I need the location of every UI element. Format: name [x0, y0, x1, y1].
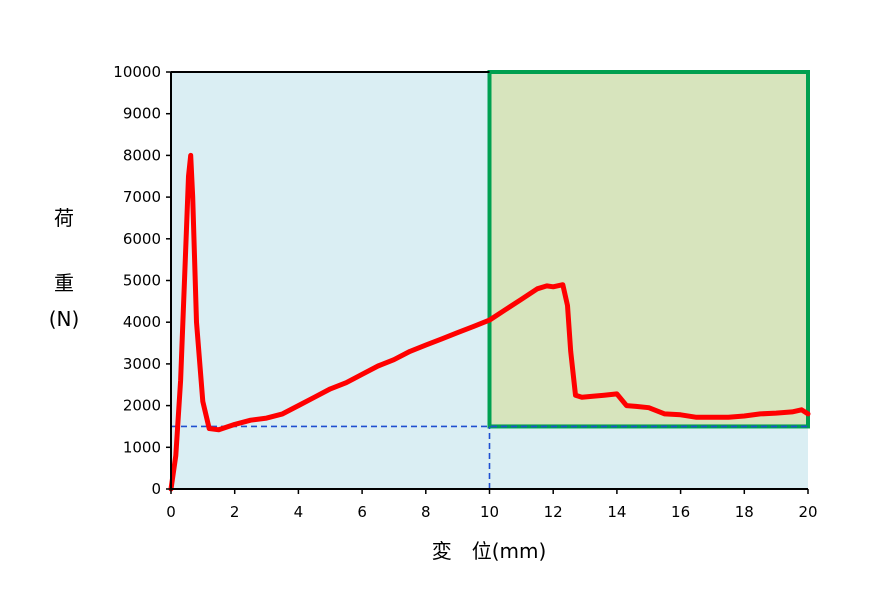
- data-series: [168, 152, 811, 492]
- y-tick-label: 6000: [123, 230, 161, 248]
- y-axis-title: 荷 重 (N): [49, 206, 80, 331]
- background-regions: [171, 70, 810, 489]
- y-tick-label: 8000: [123, 146, 161, 164]
- x-tick-label: 0: [166, 503, 176, 521]
- x-tick-label: 10: [480, 503, 499, 521]
- x-tick-label: 18: [735, 503, 754, 521]
- y-axis-title-line-3: (N): [49, 307, 80, 331]
- reference-lines: [171, 425, 808, 489]
- tick-labels: 0100020003000400050006000700080009000100…: [113, 63, 817, 521]
- y-tick-label: 2000: [123, 397, 161, 415]
- x-tick-label: 20: [798, 503, 817, 521]
- y-tick-label: 4000: [123, 313, 161, 331]
- x-tick-label: 16: [671, 503, 690, 521]
- x-tick-label: 4: [294, 503, 304, 521]
- y-tick-label: 3000: [123, 355, 161, 373]
- y-axis-title-line-1: 荷: [54, 206, 74, 230]
- y-tick-label: 10000: [113, 63, 161, 81]
- series-line-1: [168, 152, 811, 492]
- x-tick-label: 6: [357, 503, 367, 521]
- y-tick-label: 5000: [123, 272, 161, 290]
- y-tick-label: 0: [151, 480, 161, 498]
- x-tick-label: 8: [421, 503, 431, 521]
- y-tick-label: 1000: [123, 438, 161, 456]
- y-axis-title-line-2: 重: [54, 271, 74, 295]
- x-axis-title: 変 位(mm): [432, 539, 547, 563]
- x-tick-label: 14: [607, 503, 626, 521]
- y-tick-label: 9000: [123, 105, 161, 123]
- x-tick-label: 12: [544, 503, 563, 521]
- plot-region-2: [487, 70, 810, 429]
- x-tick-label: 2: [230, 503, 240, 521]
- y-tick-label: 7000: [123, 188, 161, 206]
